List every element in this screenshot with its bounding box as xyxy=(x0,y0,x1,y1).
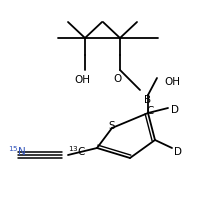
Text: OH: OH xyxy=(74,75,90,85)
Text: D: D xyxy=(173,147,181,157)
Text: S: S xyxy=(108,121,115,131)
Text: $^{15}$N: $^{15}$N xyxy=(8,144,26,158)
Text: B: B xyxy=(144,95,151,105)
Text: D: D xyxy=(170,105,178,115)
Text: O: O xyxy=(113,74,122,84)
Text: OH: OH xyxy=(163,77,179,87)
Text: $^{13}$C: $^{13}$C xyxy=(68,144,86,158)
Text: C: C xyxy=(146,106,153,116)
